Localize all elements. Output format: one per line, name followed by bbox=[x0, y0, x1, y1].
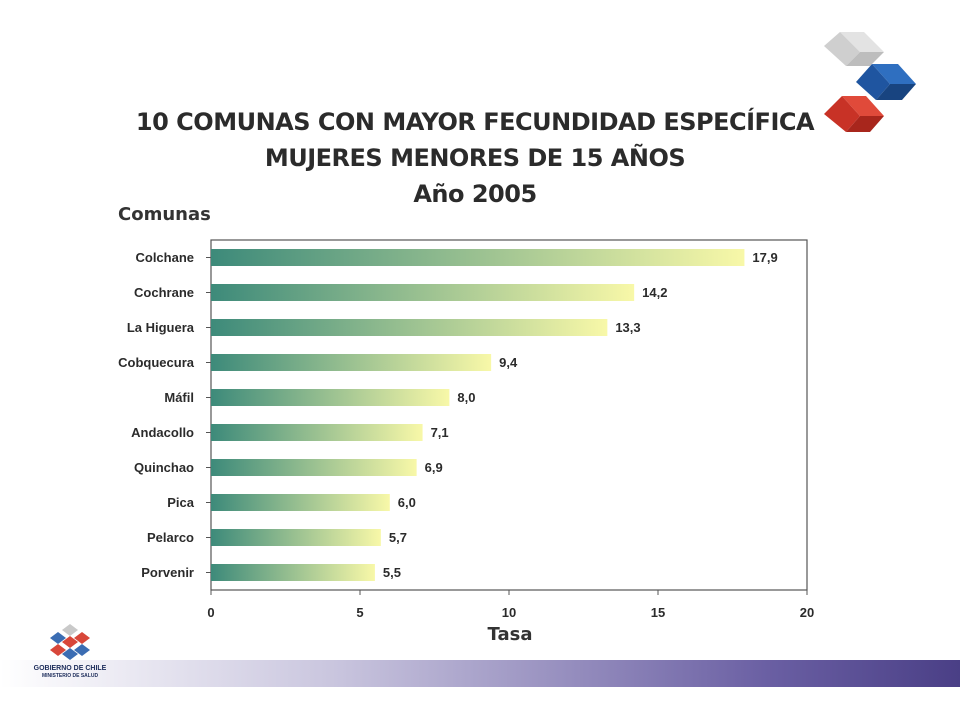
footer-stripe bbox=[0, 660, 960, 687]
corporate-cubes-logo bbox=[818, 28, 918, 145]
y-axis-label: Comunas bbox=[118, 204, 211, 225]
data-label-5: 7,1 bbox=[431, 425, 449, 440]
category-label-1: Cochrane bbox=[134, 285, 194, 300]
category-label-6: Quinchao bbox=[134, 460, 194, 475]
title-line-2: MUJERES MENORES DE 15 AÑOS bbox=[264, 144, 686, 172]
bar-7 bbox=[211, 494, 390, 511]
category-label-0: Colchane bbox=[135, 250, 194, 265]
category-label-4: Máfil bbox=[164, 390, 194, 405]
data-label-3: 9,4 bbox=[499, 355, 518, 370]
bar-5 bbox=[211, 424, 423, 441]
category-label-8: Pelarco bbox=[147, 530, 194, 545]
data-label-8: 5,7 bbox=[389, 530, 407, 545]
title-line-3: Año 2005 bbox=[413, 180, 537, 208]
org-name: GOBIERNO DE CHILE bbox=[33, 665, 107, 672]
government-emblem-icon bbox=[50, 624, 90, 660]
bar-6 bbox=[211, 459, 417, 476]
bar-0 bbox=[211, 249, 745, 266]
data-label-0: 17,9 bbox=[752, 250, 777, 265]
data-label-7: 6,0 bbox=[398, 495, 416, 510]
data-label-2: 13,3 bbox=[615, 320, 640, 335]
data-label-6: 6,9 bbox=[425, 460, 443, 475]
data-label-1: 14,2 bbox=[642, 285, 667, 300]
bar-1 bbox=[211, 284, 635, 301]
bar-3 bbox=[211, 354, 492, 371]
data-label-9: 5,5 bbox=[383, 565, 401, 580]
chart-title: 10 COMUNAS CON MAYOR FECUNDIDAD ESPECÍFI… bbox=[100, 104, 850, 212]
government-logo: GOBIERNO DE CHILE MINISTERIO DE SALUD bbox=[30, 622, 110, 679]
x-tick-label-4: 20 bbox=[800, 605, 814, 620]
x-tick-label-3: 15 bbox=[651, 605, 665, 620]
category-label-2: La Higuera bbox=[127, 320, 195, 335]
category-label-9: Porvenir bbox=[141, 565, 194, 580]
bar-9 bbox=[211, 564, 375, 581]
category-label-7: Pica bbox=[167, 495, 195, 510]
bar-8 bbox=[211, 529, 381, 546]
data-label-4: 8,0 bbox=[457, 390, 475, 405]
x-tick-label-0: 0 bbox=[207, 605, 214, 620]
bar-4 bbox=[211, 389, 450, 406]
category-label-5: Andacollo bbox=[131, 425, 194, 440]
bar-2 bbox=[211, 319, 608, 336]
title-line-1: 10 COMUNAS CON MAYOR FECUNDIDAD ESPECÍFI… bbox=[135, 108, 815, 136]
x-axis-label: Tasa bbox=[487, 624, 533, 645]
x-tick-label-1: 5 bbox=[356, 605, 363, 620]
category-label-3: Cobquecura bbox=[118, 355, 195, 370]
org-subname: MINISTERIO DE SALUD bbox=[41, 673, 99, 679]
x-tick-label-2: 10 bbox=[502, 605, 516, 620]
